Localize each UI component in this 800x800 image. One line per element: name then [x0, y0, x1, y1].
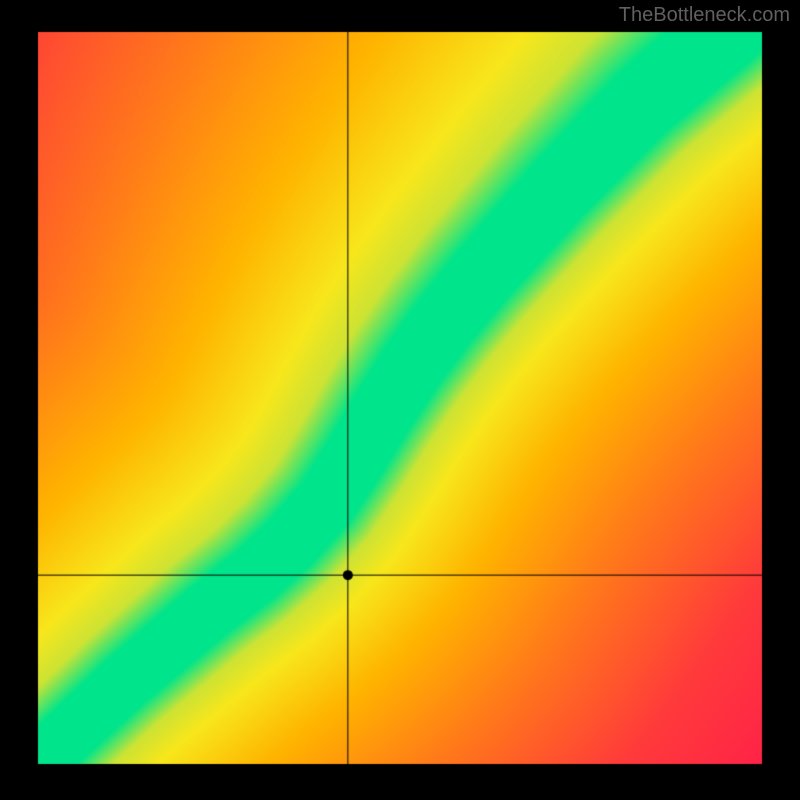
bottleneck-heatmap	[0, 0, 800, 800]
watermark-text: TheBottleneck.com	[619, 4, 790, 27]
